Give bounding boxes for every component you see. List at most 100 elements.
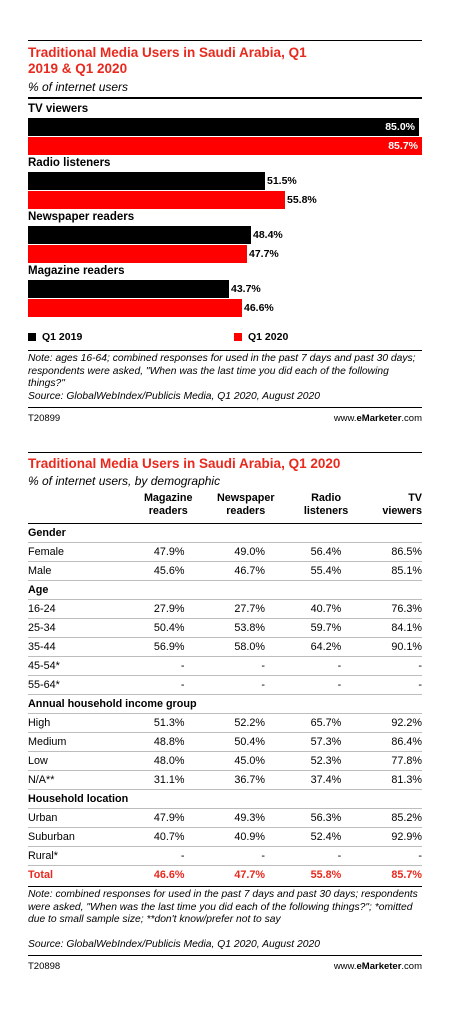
header-line: Radio <box>311 492 342 504</box>
row-label: High <box>28 713 132 733</box>
table-cell: 37.4% <box>287 770 366 790</box>
table-cell: 40.9% <box>204 827 287 847</box>
table-total-row: Total 46.6% 47.7% 55.8% 85.7% <box>28 866 422 885</box>
header-line: TV <box>408 492 422 504</box>
row-label: Total <box>28 869 53 881</box>
table-cell: - <box>204 846 287 866</box>
table-cell: - <box>132 846 205 866</box>
table-row: 25-34 50.4% 53.8% 59.7% 84.1% <box>28 618 422 638</box>
chart-subtitle: % of internet users <box>28 80 129 94</box>
bar-value-label: 85.0% <box>385 121 415 133</box>
row-label: Household location <box>28 789 422 809</box>
bar-tv-viewers-q1-2020 <box>28 137 422 155</box>
row-label: Rural* <box>28 846 132 866</box>
table-cell: 47.9% <box>132 542 205 562</box>
table-row: Low 48.0% 45.0% 52.3% 77.8% <box>28 751 422 771</box>
table-cell: - <box>287 675 366 695</box>
table-cell: 65.7% <box>287 713 366 733</box>
table-source: Source: GlobalWebIndex/Publicis Media, Q… <box>28 939 320 950</box>
brand-suffix: .com <box>401 413 422 424</box>
top-rule <box>28 40 422 41</box>
table-cell: 46.7% <box>204 561 287 581</box>
header-line: Magazine <box>143 492 193 504</box>
table-cell: 57.3% <box>287 732 366 752</box>
table-row: 16-24 27.9% 27.7% 40.7% 76.3% <box>28 599 422 619</box>
bar-value-label: 85.7% <box>388 140 418 152</box>
table-cell: 55.8% <box>310 869 342 881</box>
table-cell: 27.7% <box>204 599 287 619</box>
legend-item-q1-2019: Q1 2019 <box>28 331 82 343</box>
bar-magazine-readers-q1-2019 <box>28 280 229 298</box>
table-note: Note: combined responses for used in the… <box>28 886 422 927</box>
category-label-tv-viewers: TV viewers <box>28 103 89 115</box>
row-label: 25-34 <box>28 618 132 638</box>
table-cell: 86.4% <box>365 732 422 752</box>
row-label: Male <box>28 561 132 581</box>
table-row: Suburban 40.7% 40.9% 52.4% 92.9% <box>28 827 422 847</box>
header-line: Newspaper <box>216 492 275 504</box>
footer-rule-2 <box>28 955 422 956</box>
bar-value-label: 46.6% <box>244 302 274 314</box>
row-label: Urban <box>28 808 132 828</box>
top-rule-2 <box>28 452 422 453</box>
table-cell: 49.3% <box>204 808 287 828</box>
table-cell: - <box>365 675 422 695</box>
footer-rule <box>28 407 422 408</box>
table-cell: 31.1% <box>132 770 205 790</box>
category-label-magazine-readers: Magazine readers <box>28 265 125 277</box>
category-label-radio-listeners: Radio listeners <box>28 157 111 169</box>
bar-value-label: 43.7% <box>231 283 261 295</box>
table-cell: 52.4% <box>287 827 366 847</box>
header-newspaper: Newspaper readers <box>204 492 287 524</box>
chart-rule <box>28 97 422 99</box>
table-cell: 47.9% <box>132 808 205 828</box>
table-cell: 27.9% <box>132 599 205 619</box>
bar-newspaper-readers-q1-2020 <box>28 245 247 263</box>
brand-link[interactable]: www.eMarketer.com <box>334 961 422 972</box>
bar-value-label: 55.8% <box>287 194 317 206</box>
table-cell: - <box>365 656 422 676</box>
bar-radio-listeners-q1-2020 <box>28 191 285 209</box>
table-cell: 48.0% <box>132 751 205 771</box>
table-row: 45-54* - - - - <box>28 656 422 676</box>
chart-footer: T20899 www.eMarketer.com <box>28 413 422 424</box>
legend-swatch-red <box>234 333 242 341</box>
brand-name: eMarketer <box>356 413 402 424</box>
row-label: Suburban <box>28 827 132 847</box>
row-label: Age <box>28 580 422 600</box>
table-row: Rural* - - - - <box>28 846 422 866</box>
table-cell: 50.4% <box>204 732 287 752</box>
table-header-row: Magazine readers Newspaper readers Radio li… <box>28 492 422 524</box>
header-blank <box>28 492 132 524</box>
table-cell: 86.5% <box>365 542 422 562</box>
header-line: readers <box>226 505 266 517</box>
table-title: Traditional Media Users in Saudi Arabia,… <box>28 456 341 471</box>
table-cell: 90.1% <box>365 637 422 657</box>
brand-name: eMarketer <box>356 961 402 972</box>
table-cell: - <box>365 846 422 866</box>
table-cell: 40.7% <box>287 599 366 619</box>
table-subtitle: % of internet users, by demographic <box>28 474 221 488</box>
brand-link[interactable]: www.eMarketer.com <box>334 413 422 424</box>
table-cell: 81.3% <box>365 770 422 790</box>
header-radio: Radio listeners <box>287 492 366 524</box>
table-cell: - <box>204 656 287 676</box>
legend-swatch-black <box>28 333 36 341</box>
table-cell: 84.1% <box>365 618 422 638</box>
row-label: 16-24 <box>28 599 132 619</box>
table-cell: 77.8% <box>365 751 422 771</box>
table-row: Female 47.9% 49.0% 56.4% 86.5% <box>28 542 422 562</box>
table-group-row: Age <box>28 580 422 600</box>
table-cell: 56.3% <box>287 808 366 828</box>
table-cell: 85.1% <box>365 561 422 581</box>
table-row: Male 45.6% 46.7% 55.4% 85.1% <box>28 561 422 581</box>
table-cell: 50.4% <box>132 618 205 638</box>
table-group-row: Annual household income group <box>28 694 422 714</box>
table-cell: 47.7% <box>234 869 265 881</box>
bar-magazine-readers-q1-2020 <box>28 299 242 317</box>
table-row: N/A** 31.1% 36.7% 37.4% 81.3% <box>28 770 422 790</box>
demographic-table: Magazine readers Newspaper readers Radio li… <box>28 492 422 884</box>
row-label: Gender <box>28 523 422 543</box>
table-group-row: Household location <box>28 789 422 809</box>
table-footer: T20898 www.eMarketer.com <box>28 961 422 972</box>
